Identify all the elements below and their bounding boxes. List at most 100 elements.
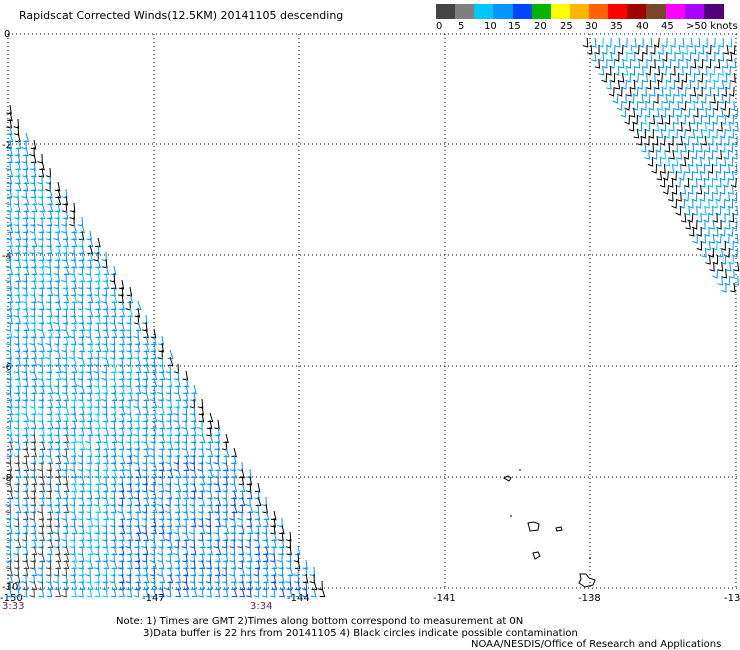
wind-barb — [205, 524, 212, 535]
wind-barb — [14, 524, 21, 535]
wind-barb — [704, 226, 710, 237]
wind-barb — [628, 93, 635, 104]
wind-barb — [678, 37, 685, 48]
wind-barb — [150, 433, 156, 444]
wind-barb — [30, 496, 37, 507]
wind-barb — [190, 580, 196, 591]
wind-barb — [725, 121, 732, 132]
wind-barb — [14, 153, 21, 164]
wind-barb — [87, 244, 94, 255]
wind-barb — [47, 440, 53, 451]
wind-barb — [673, 58, 680, 69]
wind-barb — [664, 156, 670, 167]
wind-barb — [127, 293, 134, 304]
wind-barb — [23, 146, 29, 157]
wind-barb — [159, 440, 165, 451]
wind-barb — [707, 164, 713, 174]
wind-barb — [618, 58, 625, 69]
wind-barb — [31, 356, 37, 367]
wind-barb — [15, 293, 21, 304]
wind-barb — [103, 279, 110, 290]
wind-barb — [183, 461, 190, 472]
wind-barb — [94, 524, 100, 535]
wind-barb — [142, 566, 149, 577]
wind-barb — [31, 293, 37, 304]
wind-barb — [29, 307, 36, 318]
wind-barb — [246, 573, 253, 584]
wind-barb — [676, 191, 682, 202]
wind-barb — [47, 272, 53, 283]
wind-barb — [134, 482, 141, 493]
wind-barb — [78, 328, 85, 339]
wind-barb — [143, 328, 149, 339]
wind-barb — [79, 342, 85, 353]
wind-barb — [214, 433, 221, 444]
wind-barb — [118, 545, 125, 556]
wind-barb — [6, 531, 12, 542]
wind-barb — [86, 377, 93, 388]
wind-barb — [78, 503, 85, 514]
wind-barb — [63, 391, 70, 402]
wind-barb — [720, 114, 726, 125]
wind-barb — [109, 517, 116, 528]
wind-barb — [6, 552, 12, 563]
wind-barb — [705, 72, 711, 83]
wind-barb — [23, 314, 30, 325]
wind-barb — [655, 51, 661, 62]
wind-barb — [7, 405, 14, 416]
wind-barb — [102, 412, 109, 423]
wind-barb — [637, 51, 644, 62]
wind-barb — [14, 223, 20, 234]
wind-barb — [15, 538, 22, 549]
wind-barb — [167, 545, 173, 556]
wind-barb — [696, 170, 703, 181]
wind-barb — [712, 212, 718, 223]
wind-barb — [15, 139, 22, 150]
wind-barb — [71, 433, 77, 444]
wind-barb — [126, 314, 132, 325]
wind-barb — [142, 587, 149, 598]
wind-barb — [159, 433, 166, 444]
wind-barb — [94, 440, 101, 451]
wind-barb — [658, 58, 665, 69]
wind-barb — [230, 468, 237, 479]
wind-barb — [190, 447, 196, 458]
wind-barb — [119, 321, 126, 332]
wind-barb — [70, 286, 77, 297]
wind-barb — [110, 482, 117, 493]
wind-barb — [6, 300, 13, 311]
wind-barb — [594, 58, 601, 69]
wind-barb — [79, 524, 85, 535]
wind-barb — [198, 447, 205, 458]
wind-barb — [63, 293, 70, 304]
wind-barb — [246, 517, 253, 528]
wind-barb — [142, 321, 148, 332]
wind-barb — [47, 419, 54, 430]
wind-barb — [239, 580, 246, 591]
wind-barb — [102, 300, 109, 311]
wind-barb — [7, 524, 13, 535]
wind-barb — [47, 328, 53, 339]
wind-barb — [63, 559, 70, 570]
wind-barb — [54, 433, 61, 444]
y-tick-minus4: -4 — [2, 251, 12, 262]
wind-barb — [214, 447, 220, 458]
wind-barb — [70, 447, 77, 458]
wind-barb — [733, 233, 739, 244]
wind-barb — [95, 419, 101, 430]
wind-barb — [175, 566, 181, 577]
wind-barb — [14, 167, 21, 178]
wind-barb — [215, 496, 222, 507]
wind-barb — [222, 552, 229, 563]
wind-barb — [47, 384, 54, 395]
wind-barb — [150, 328, 157, 339]
wind-barb — [70, 489, 77, 500]
wind-barb — [207, 461, 214, 472]
wind-barb — [730, 58, 737, 69]
wind-barb — [7, 440, 14, 451]
wind-barb — [190, 412, 197, 423]
wind-barb — [87, 398, 93, 409]
wind-barb — [730, 72, 736, 83]
wind-barb — [118, 391, 125, 402]
wind-barb — [54, 356, 60, 367]
